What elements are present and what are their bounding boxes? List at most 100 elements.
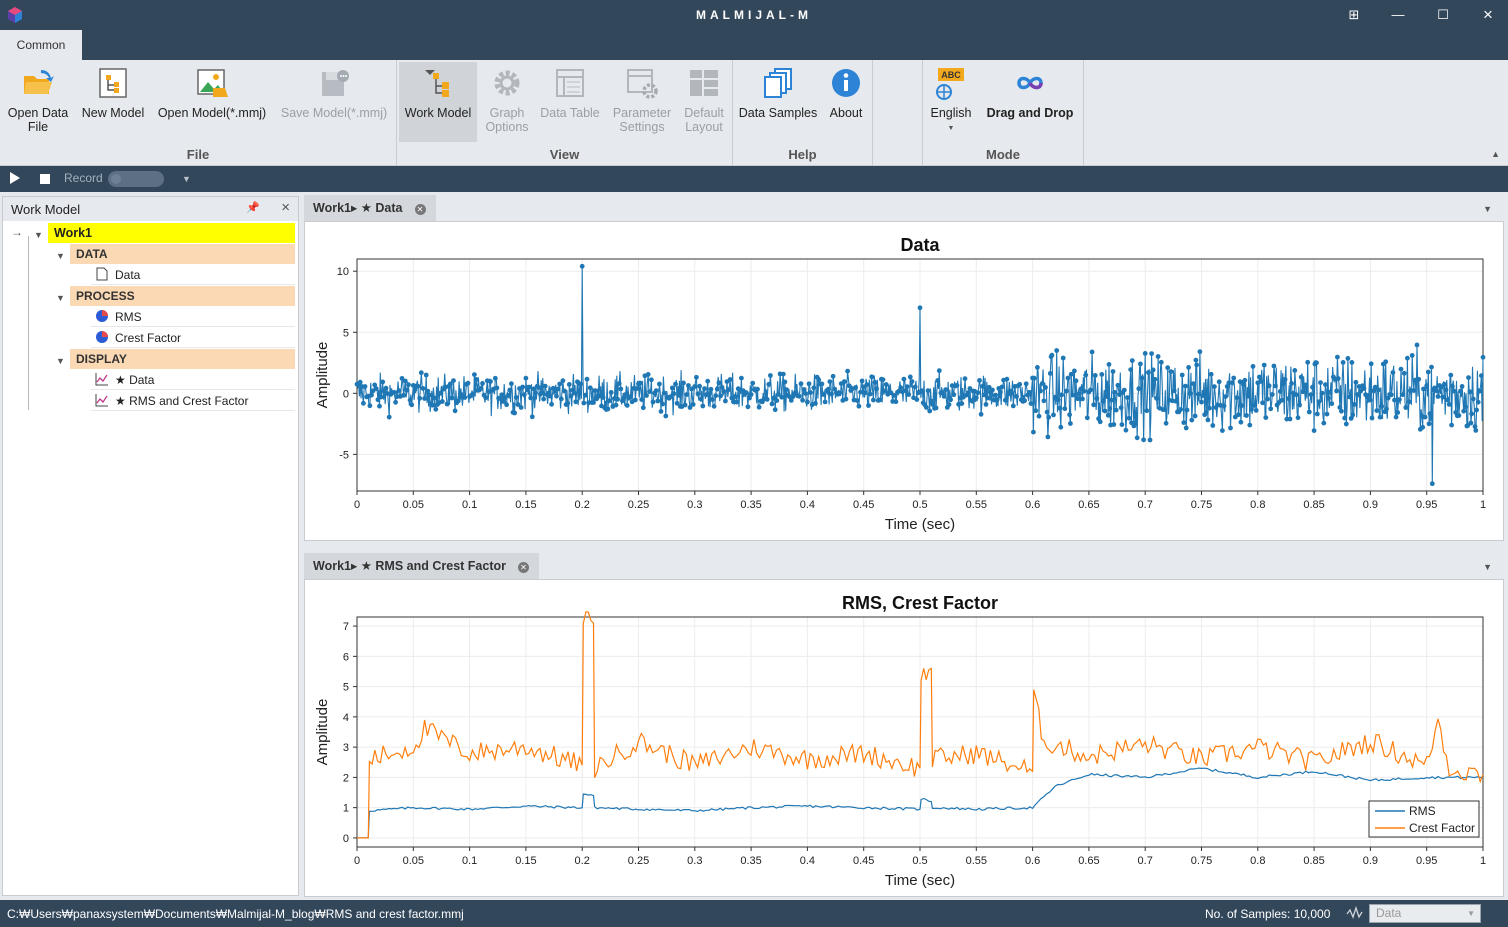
- data-point: [743, 390, 749, 396]
- tree-item-display-rms-crest[interactable]: ★ RMS and Crest Factor: [91, 391, 295, 411]
- data-point: [1349, 360, 1355, 365]
- collapse-ribbon-icon[interactable]: ▲: [1491, 149, 1500, 159]
- data-point: [438, 390, 443, 396]
- parameter-settings-button[interactable]: Parameter Settings: [605, 62, 679, 142]
- data-point: [529, 414, 535, 420]
- close-tab-icon[interactable]: ✕: [414, 204, 426, 215]
- data-point: [1358, 388, 1364, 394]
- data-point: [616, 381, 622, 386]
- tree-item-display-data[interactable]: ★ Data: [91, 370, 295, 390]
- tree-item-crest-factor[interactable]: Crest Factor: [91, 328, 295, 348]
- data-point: [940, 390, 945, 395]
- data-table-button[interactable]: Data Table: [537, 62, 603, 142]
- data-point: [1033, 408, 1039, 414]
- data-point: [1119, 422, 1125, 427]
- open-data-file-button[interactable]: Open Data File: [2, 62, 74, 142]
- data-point: [1250, 364, 1256, 369]
- chart-panel-data: Data 0 0.05 0.1 0.15 0.2 0.25 0.3 0.35 0.4 0.45 0.5…: [304, 221, 1504, 541]
- data-point: [1138, 361, 1143, 367]
- tree-item-data[interactable]: Data: [91, 265, 295, 285]
- data-samples-button[interactable]: Data Samples: [737, 62, 819, 142]
- data-point: [1075, 396, 1080, 402]
- data-point: [993, 392, 998, 398]
- data-point: [1479, 373, 1484, 379]
- chevron-down-icon[interactable]: ▼: [34, 230, 43, 240]
- data-point: [800, 397, 805, 403]
- data-point: [883, 382, 889, 387]
- play-icon[interactable]: [10, 172, 20, 184]
- tree-category-data[interactable]: DATA: [70, 244, 295, 264]
- stop-icon[interactable]: [40, 174, 50, 184]
- data-point: [1342, 415, 1348, 421]
- chevron-down-icon[interactable]: ▼: [56, 251, 65, 261]
- data-point: [797, 393, 802, 399]
- save-model-button[interactable]: Save Model(*.mmj): [276, 62, 392, 142]
- data-point: [784, 387, 789, 392]
- maximize-button[interactable]: ☐: [1437, 7, 1449, 22]
- new-model-button[interactable]: New Model: [78, 62, 148, 142]
- chevron-down-icon[interactable]: ▼: [56, 293, 65, 303]
- x-tick-label: 1: [1480, 855, 1486, 867]
- tab-common[interactable]: Common: [0, 30, 82, 60]
- work-model-button[interactable]: Work Model: [399, 62, 477, 142]
- data-point: [1068, 421, 1073, 426]
- rms-crest-chart[interactable]: RMS, Crest Factor 0 0.05 0.1 0.15 0.2 0.25 0.3 0…: [305, 580, 1503, 896]
- data-point: [1343, 421, 1349, 427]
- default-layout-button[interactable]: Default Layout: [679, 62, 729, 142]
- record-toggle[interactable]: [108, 171, 164, 187]
- data-point: [1422, 414, 1428, 420]
- data-point: [716, 380, 722, 386]
- data-point: [780, 371, 786, 377]
- data-point: [1152, 376, 1158, 382]
- chevron-down-icon[interactable]: ▼: [1483, 204, 1492, 214]
- data-point: [1147, 437, 1153, 443]
- pin-icon[interactable]: 📌: [246, 202, 260, 214]
- data-point: [914, 397, 920, 402]
- chevron-down-icon[interactable]: ▼: [182, 174, 191, 184]
- data-chart[interactable]: Data 0 0.05 0.1 0.15 0.2 0.25 0.3 0.35 0.4 0.45 0.5…: [305, 222, 1503, 540]
- tree-root-work1[interactable]: Work1: [48, 223, 295, 243]
- tree-item-rms[interactable]: RMS: [91, 307, 295, 327]
- about-button[interactable]: About: [823, 62, 869, 142]
- data-point: [1465, 423, 1471, 428]
- close-icon[interactable]: ×: [281, 199, 290, 216]
- data-point: [1163, 420, 1169, 426]
- x-tick-label: 0.4: [800, 499, 815, 511]
- data-point: [909, 379, 915, 384]
- x-tick-label: 0.8: [1250, 499, 1265, 511]
- x-tick-label: 0.15: [515, 855, 536, 867]
- chevron-down-icon[interactable]: ▼: [1483, 562, 1492, 572]
- tab-rms-crest-view[interactable]: Work1▸ ★ RMS and Crest Factor ✕: [304, 553, 539, 579]
- open-model-button[interactable]: Open Model(*.mmj): [154, 62, 270, 142]
- data-point: [478, 386, 484, 391]
- data-point: [842, 379, 847, 384]
- data-point: [501, 399, 506, 404]
- data-point: [805, 399, 810, 405]
- restore-layout-icon[interactable]: ⊞: [1348, 7, 1360, 22]
- data-point: [415, 383, 421, 389]
- close-tab-icon[interactable]: ✕: [517, 562, 529, 573]
- tree-category-process[interactable]: PROCESS: [70, 286, 295, 306]
- data-point: [357, 379, 363, 385]
- data-point: [402, 378, 408, 384]
- graph-options-button[interactable]: Graph Options: [477, 62, 537, 142]
- language-dropdown[interactable]: ABC English ▼: [927, 62, 975, 142]
- minimize-button[interactable]: —: [1391, 7, 1405, 22]
- drag-and-drop-button[interactable]: Drag and Drop: [981, 62, 1079, 142]
- data-point: [671, 391, 677, 397]
- data-point: [732, 394, 738, 399]
- data-point: [867, 391, 873, 397]
- data-point: [756, 404, 762, 410]
- data-point: [624, 403, 630, 408]
- tree-category-display[interactable]: DISPLAY: [70, 349, 295, 369]
- data-point: [492, 375, 498, 381]
- tab-data-view[interactable]: Work1▸ ★ Data ✕: [304, 195, 436, 221]
- data-point: [711, 403, 717, 409]
- close-button[interactable]: ×: [1483, 5, 1493, 24]
- data-point: [504, 402, 509, 408]
- chevron-down-icon[interactable]: ▼: [56, 356, 65, 366]
- data-point: [1472, 424, 1478, 429]
- data-point: [1480, 354, 1486, 360]
- data-point: [488, 379, 493, 384]
- display-select[interactable]: Data ▼: [1369, 904, 1481, 923]
